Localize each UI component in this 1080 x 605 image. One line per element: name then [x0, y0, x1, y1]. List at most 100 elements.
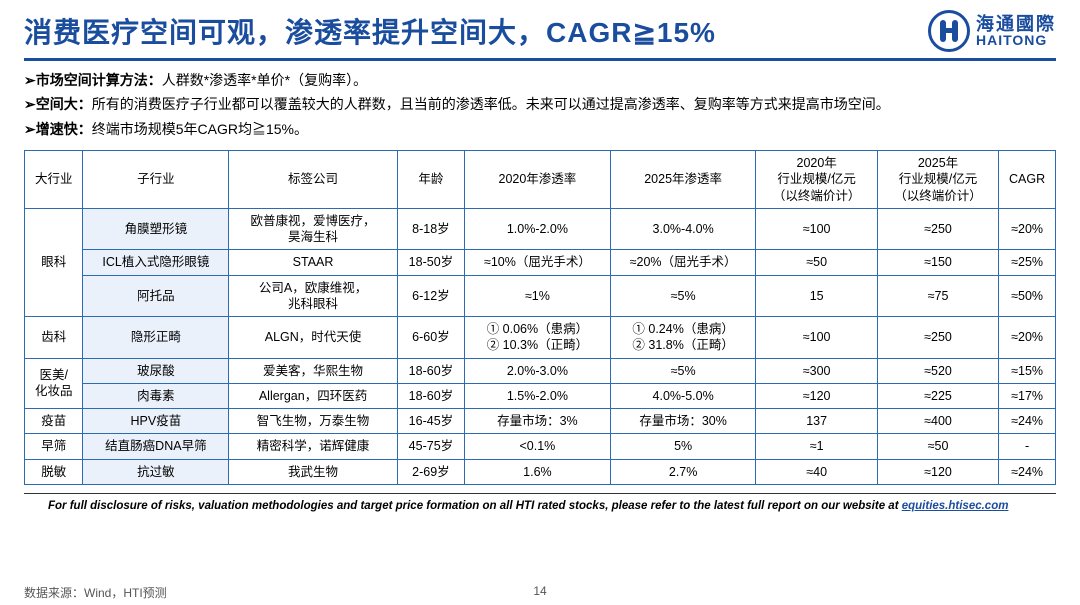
table-header-cell: 标签公司	[229, 151, 398, 209]
table-cell: 16-45岁	[397, 409, 464, 434]
table-cell: ≈20%	[999, 208, 1056, 250]
logo-icon	[928, 10, 970, 52]
table-cell: HPV疫苗	[83, 409, 229, 434]
table-cell: ≈300	[756, 358, 877, 383]
table-cell: 4.0%-5.0%	[610, 383, 756, 408]
table-cell: 8-18岁	[397, 208, 464, 250]
industry-cell: 医美/化妆品	[25, 358, 83, 409]
table-cell: 2.7%	[610, 459, 756, 484]
table-cell: ≈520	[877, 358, 998, 383]
table-header-cell: 年龄	[397, 151, 464, 209]
bullet-list: ➢市场空间计算方法：人群数*渗透率*单价*（复购率）。➢空间大：所有的消费医疗子…	[0, 69, 1080, 140]
page-number: 14	[533, 584, 546, 598]
table-cell: ≈40	[756, 459, 877, 484]
table-body: 眼科角膜塑形镜欧普康视，爱博医疗，昊海生科8-18岁1.0%-2.0%3.0%-…	[25, 208, 1056, 484]
table-cell: ≈24%	[999, 409, 1056, 434]
table-cell: 欧普康视，爱博医疗，昊海生科	[229, 208, 398, 250]
table-row: 脱敏抗过敏我武生物2-69岁1.6%2.7%≈40≈120≈24%	[25, 459, 1056, 484]
table-cell: ≈400	[877, 409, 998, 434]
table-cell: 5%	[610, 434, 756, 459]
table-cell: 爱美客，华熙生物	[229, 358, 398, 383]
table-cell: ≈50%	[999, 275, 1056, 317]
table-cell: 玻尿酸	[83, 358, 229, 383]
title-divider	[24, 58, 1056, 61]
table-cell: 18-50岁	[397, 250, 464, 275]
bullet-item: ➢增速快：终端市场规模5年CAGR均≧15%。	[24, 118, 1056, 140]
table-cell: 隐形正畸	[83, 317, 229, 359]
data-source: 数据来源：Wind，HTI预测	[24, 584, 167, 601]
table-header-row: 大行业子行业标签公司年龄2020年渗透率2025年渗透率2020年行业规模/亿元…	[25, 151, 1056, 209]
disclosure-text: For full disclosure of risks, valuation …	[24, 493, 1056, 512]
table-cell: ≈150	[877, 250, 998, 275]
industry-cell: 眼科	[25, 208, 83, 316]
table-cell: 18-60岁	[397, 358, 464, 383]
table-cell: ≈250	[877, 208, 998, 250]
table-header-cell: 子行业	[83, 151, 229, 209]
table-cell: ① 0.06%（患病）② 10.3%（正畸）	[465, 317, 611, 359]
table-cell: 137	[756, 409, 877, 434]
table-cell: 15	[756, 275, 877, 317]
logo-text-cn: 海通國際	[976, 15, 1056, 33]
industry-cell: 疫苗	[25, 409, 83, 434]
table-cell: ≈15%	[999, 358, 1056, 383]
table-row: 齿科隐形正畸ALGN，时代天使6-60岁① 0.06%（患病）② 10.3%（正…	[25, 317, 1056, 359]
market-table: 大行业子行业标签公司年龄2020年渗透率2025年渗透率2020年行业规模/亿元…	[24, 150, 1056, 485]
industry-cell: 齿科	[25, 317, 83, 359]
table-cell: STAAR	[229, 250, 398, 275]
table-header-cell: 2020年渗透率	[465, 151, 611, 209]
table-header-cell: 大行业	[25, 151, 83, 209]
table-cell: ≈50	[756, 250, 877, 275]
table-cell: ≈25%	[999, 250, 1056, 275]
table-cell: -	[999, 434, 1056, 459]
table-cell: 18-60岁	[397, 383, 464, 408]
table-cell: ① 0.24%（患病）② 31.8%（正畸）	[610, 317, 756, 359]
table-cell: 存量市场：3%	[465, 409, 611, 434]
table-row: 疫苗HPV疫苗智飞生物，万泰生物16-45岁存量市场：3%存量市场：30%137…	[25, 409, 1056, 434]
table-row: 早筛结直肠癌DNA早筛精密科学，诺辉健康45-75岁<0.1%5%≈1≈50-	[25, 434, 1056, 459]
table-cell: ≈5%	[610, 358, 756, 383]
table-cell: <0.1%	[465, 434, 611, 459]
table-header-cell: 2025年行业规模/亿元（以终端价计）	[877, 151, 998, 209]
table-cell: ≈50	[877, 434, 998, 459]
table-cell: 2-69岁	[397, 459, 464, 484]
table-cell: 阿托品	[83, 275, 229, 317]
table-row: 阿托品公司A，欧康维视，兆科眼科6-12岁≈1%≈5%15≈75≈50%	[25, 275, 1056, 317]
table-row: ICL植入式隐形眼镜STAAR18-50岁≈10%（屈光手术）≈20%（屈光手术…	[25, 250, 1056, 275]
logo-text-en: HAITONG	[976, 33, 1056, 47]
disclosure-link[interactable]: equities.htisec.com	[902, 500, 1009, 512]
table-row: 眼科角膜塑形镜欧普康视，爱博医疗，昊海生科8-18岁1.0%-2.0%3.0%-…	[25, 208, 1056, 250]
table-cell: 存量市场：30%	[610, 409, 756, 434]
table-cell: 6-60岁	[397, 317, 464, 359]
table-cell: 1.6%	[465, 459, 611, 484]
table-cell: 公司A，欧康维视，兆科眼科	[229, 275, 398, 317]
table-header-cell: 2020年行业规模/亿元（以终端价计）	[756, 151, 877, 209]
table-cell: ICL植入式隐形眼镜	[83, 250, 229, 275]
table-cell: ≈20%	[999, 317, 1056, 359]
table-cell: ≈120	[756, 383, 877, 408]
table-cell: ≈5%	[610, 275, 756, 317]
table-cell: 角膜塑形镜	[83, 208, 229, 250]
table-cell: ALGN，时代天使	[229, 317, 398, 359]
table-cell: ≈100	[756, 208, 877, 250]
table-cell: Allergan，四环医药	[229, 383, 398, 408]
table-cell: ≈250	[877, 317, 998, 359]
table-cell: ≈24%	[999, 459, 1056, 484]
bullet-item: ➢市场空间计算方法：人群数*渗透率*单价*（复购率）。	[24, 69, 1056, 91]
table-cell: 抗过敏	[83, 459, 229, 484]
table-cell: 45-75岁	[397, 434, 464, 459]
table-cell: ≈17%	[999, 383, 1056, 408]
bullet-item: ➢空间大：所有的消费医疗子行业都可以覆盖较大的人群数，且当前的渗透率低。未来可以…	[24, 93, 1056, 115]
table-cell: 1.5%-2.0%	[465, 383, 611, 408]
table-cell: 3.0%-4.0%	[610, 208, 756, 250]
table-cell: 精密科学，诺辉健康	[229, 434, 398, 459]
haitong-logo: 海通國際 HAITONG	[928, 10, 1056, 52]
table-cell: 1.0%-2.0%	[465, 208, 611, 250]
table-cell: 结直肠癌DNA早筛	[83, 434, 229, 459]
table-row: 肉毒素Allergan，四环医药18-60岁1.5%-2.0%4.0%-5.0%…	[25, 383, 1056, 408]
table-cell: ≈100	[756, 317, 877, 359]
industry-cell: 早筛	[25, 434, 83, 459]
table-cell: ≈10%（屈光手术）	[465, 250, 611, 275]
industry-cell: 脱敏	[25, 459, 83, 484]
table-cell: ≈120	[877, 459, 998, 484]
table-cell: 我武生物	[229, 459, 398, 484]
